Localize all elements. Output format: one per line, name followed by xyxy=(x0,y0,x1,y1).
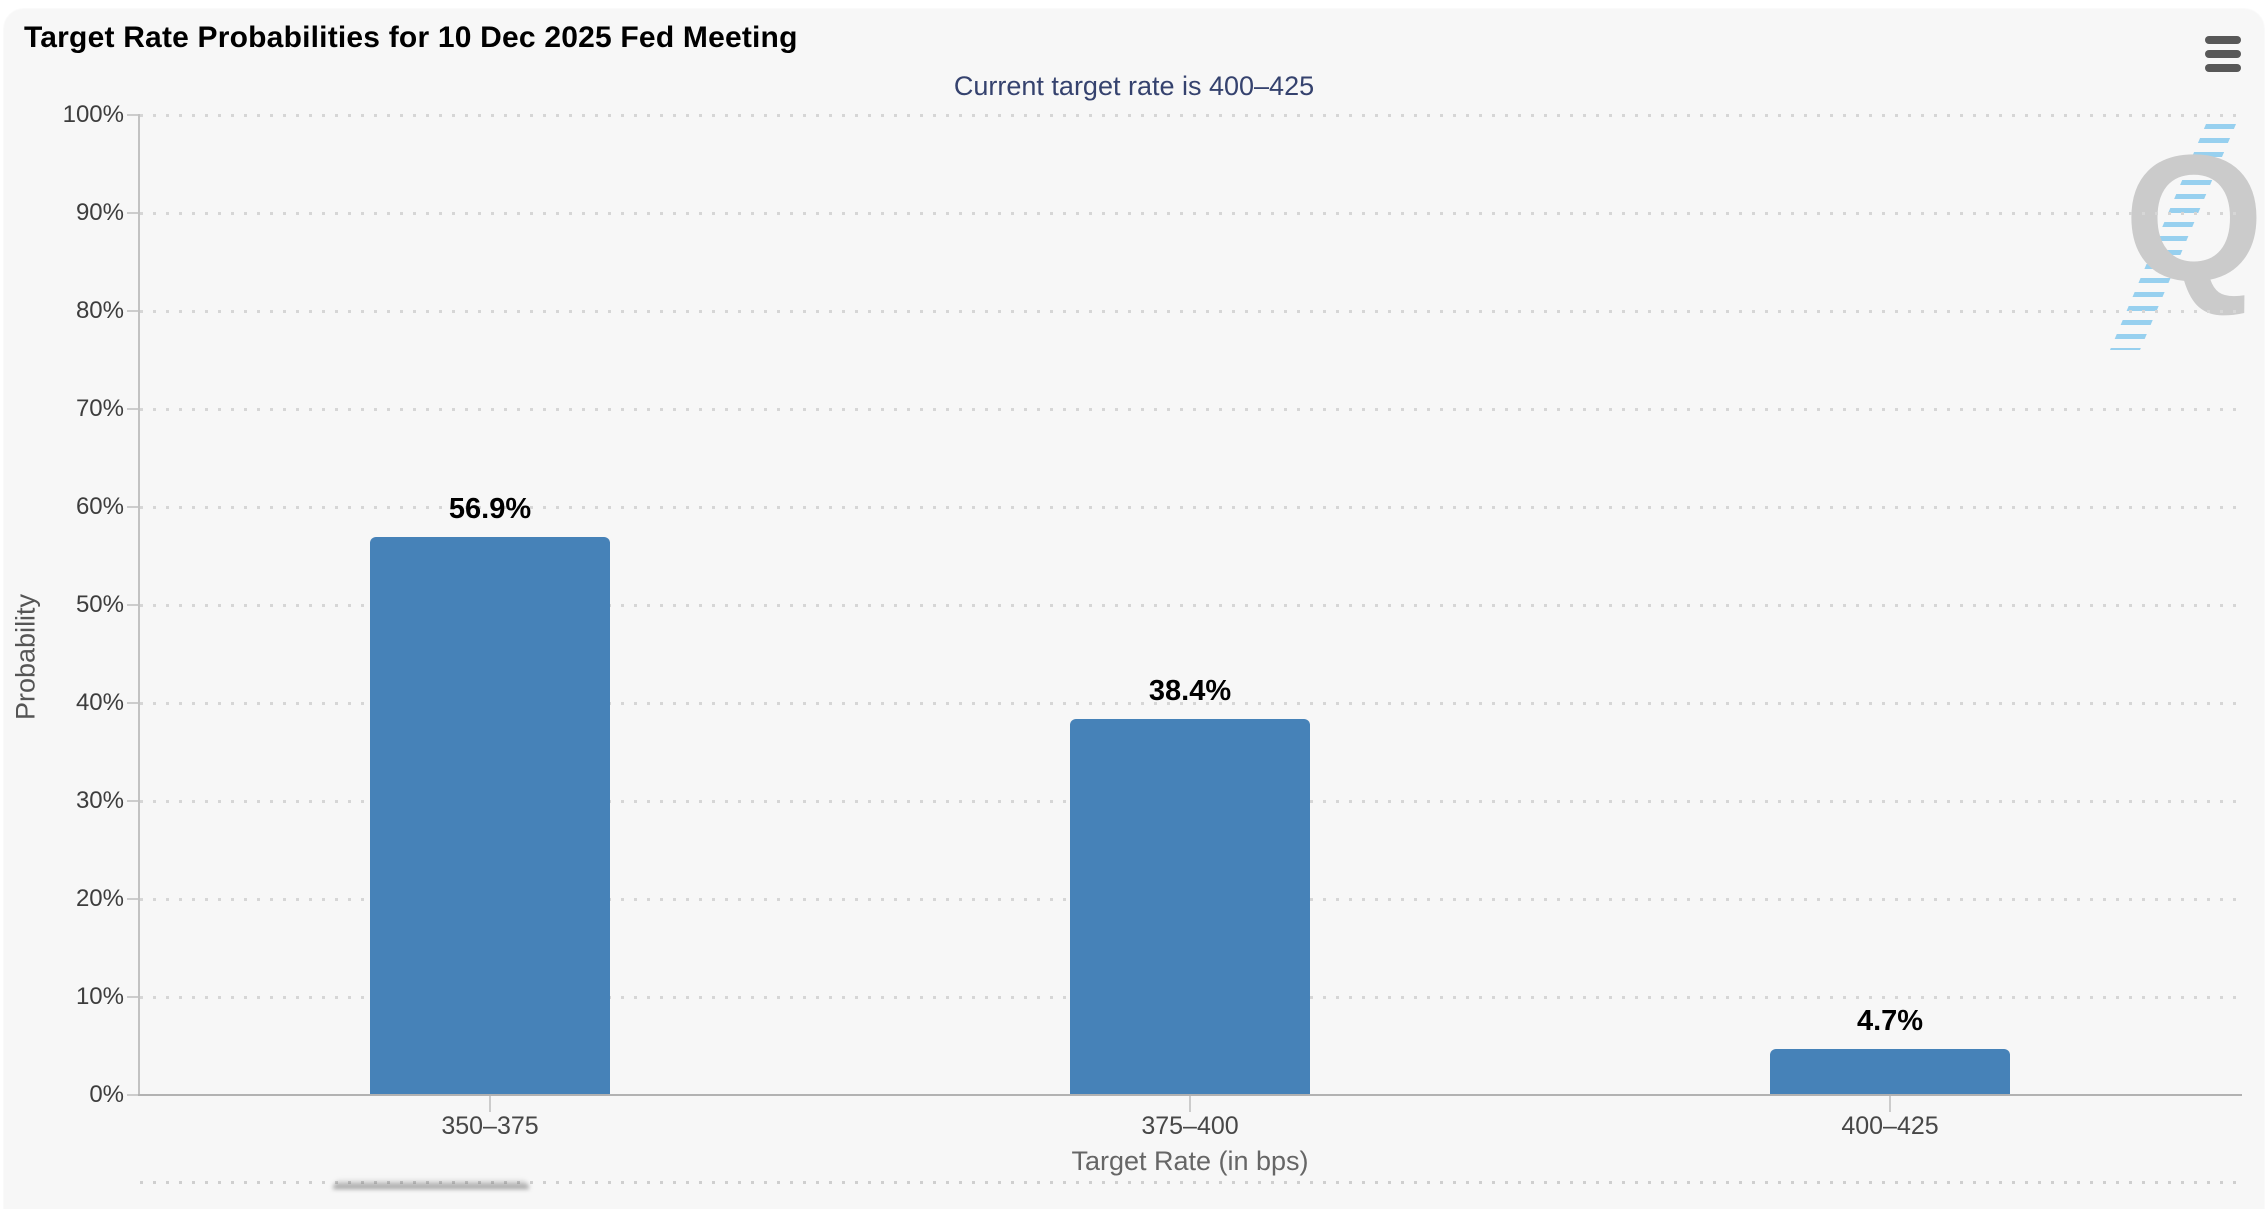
menu-bar xyxy=(2205,36,2241,44)
y-axis-tick-label: 0% xyxy=(89,1081,124,1108)
y-axis-tick xyxy=(127,1094,139,1096)
y-axis-tick xyxy=(127,408,139,410)
next-chart-top-gridline xyxy=(140,1181,2240,1184)
y-axis-line xyxy=(138,114,140,1096)
y-axis-tick xyxy=(127,310,139,312)
bar-400–425[interactable] xyxy=(1770,1048,2010,1095)
bar-375–400[interactable] xyxy=(1070,718,1310,1095)
bar-value-label: 4.7% xyxy=(1856,1004,1924,1037)
x-axis-line xyxy=(138,1094,2242,1096)
gridline xyxy=(140,212,2240,215)
menu-bar xyxy=(2205,64,2241,72)
x-axis-category-label: 400–425 xyxy=(1841,1112,1939,1140)
x-axis-tick xyxy=(1889,1096,1891,1112)
y-axis-tick-label: 40% xyxy=(75,689,124,716)
x-axis-category-label: 350–375 xyxy=(441,1112,539,1140)
watermark-logo: Q xyxy=(2090,110,2266,360)
x-axis-tick xyxy=(489,1096,491,1112)
y-axis-tick xyxy=(127,212,139,214)
y-axis-tick xyxy=(127,996,139,998)
y-axis-tick-label: 30% xyxy=(75,787,124,814)
hamburger-menu-icon[interactable] xyxy=(2198,31,2248,77)
y-axis-tick-label: 20% xyxy=(75,885,124,912)
chart-title: Target Rate Probabilities for 10 Dec 202… xyxy=(24,21,798,54)
y-axis-tick xyxy=(127,800,139,802)
y-axis-tick-label: 50% xyxy=(75,591,124,618)
bar-350–375[interactable] xyxy=(370,537,610,1095)
x-axis-category-label: 375–400 xyxy=(1141,1112,1239,1140)
menu-bar xyxy=(2205,50,2241,58)
gridline xyxy=(140,310,2240,313)
gridline xyxy=(140,506,2240,509)
y-axis-tick-label: 90% xyxy=(75,199,124,226)
y-axis-tick xyxy=(127,898,139,900)
watermark-q-letter: Q xyxy=(2124,118,2265,319)
gridline xyxy=(140,702,2240,705)
x-axis-title: Target Rate (in bps) xyxy=(1071,1146,1309,1176)
y-axis-tick-label: 100% xyxy=(62,101,124,128)
y-axis-tick-label: 10% xyxy=(75,983,124,1010)
y-axis-tick-label: 70% xyxy=(75,395,124,422)
gridline xyxy=(140,408,2240,411)
gridline xyxy=(140,114,2240,117)
y-axis-tick-label: 60% xyxy=(75,493,124,520)
bar-value-label: 38.4% xyxy=(1148,674,1232,707)
chart-subtitle: Current target rate is 400–425 xyxy=(953,71,1315,101)
y-axis-tick-label: 80% xyxy=(75,297,124,324)
bar-value-label: 56.9% xyxy=(448,493,532,526)
gridline xyxy=(140,604,2240,607)
clipped-element-below xyxy=(333,1179,529,1189)
y-axis-tick xyxy=(127,702,139,704)
x-axis-tick xyxy=(1189,1096,1191,1112)
y-axis-tick xyxy=(127,506,139,508)
y-axis-tick xyxy=(127,114,139,116)
y-axis-tick xyxy=(127,604,139,606)
